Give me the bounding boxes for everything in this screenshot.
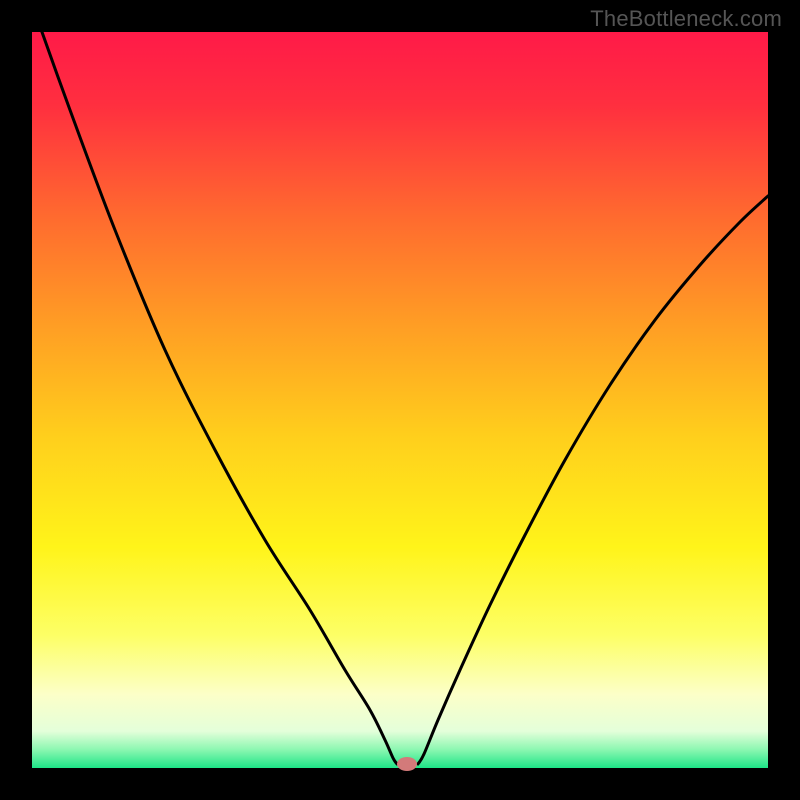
bottleneck-chart: [0, 0, 800, 800]
gradient-background: [32, 32, 768, 768]
chart-frame: { "attribution": "TheBottleneck.com", "c…: [0, 0, 800, 800]
optimum-marker: [397, 757, 417, 771]
